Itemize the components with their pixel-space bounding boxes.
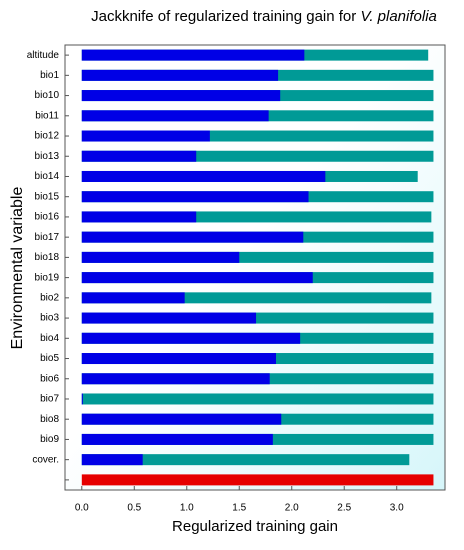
bar (81, 312, 434, 324)
bar (81, 353, 276, 365)
bar (81, 393, 83, 405)
y-axis-label: Environmental variable (9, 187, 26, 350)
bar (81, 49, 305, 61)
bar (81, 150, 197, 162)
x-tick-label: 0.5 (127, 503, 141, 514)
bar (81, 90, 281, 102)
x-axis-label: Regularized training gain (172, 518, 338, 535)
y-tick-label: bio15 (35, 191, 60, 202)
bar (81, 292, 185, 304)
x-tick-label: 1.5 (232, 503, 246, 514)
title-species: V. planifolia (360, 8, 436, 25)
y-tick-label: cover. (32, 454, 59, 465)
bar (81, 251, 240, 263)
bar (81, 454, 143, 466)
bar (81, 413, 282, 425)
y-tick-label: bio18 (35, 252, 60, 263)
bar (81, 231, 304, 243)
title-text: Jackknife of regularized training gain f… (91, 8, 356, 25)
bar (81, 130, 210, 142)
y-tick-label: bio12 (35, 131, 60, 142)
bar (81, 69, 279, 81)
x-tick-label: 1.0 (180, 503, 194, 514)
bar (81, 150, 434, 162)
bar (81, 454, 410, 466)
bar (81, 130, 434, 142)
y-tick-label: bio3 (40, 313, 59, 324)
x-tick-label: 3.0 (390, 503, 404, 514)
x-tick-label: 0.0 (75, 503, 89, 514)
bar (81, 292, 432, 304)
y-tick-label: bio1 (40, 70, 59, 81)
bar (81, 332, 301, 344)
y-tick-label: bio2 (40, 292, 59, 303)
y-tick-label: bio7 (40, 394, 59, 405)
bar (81, 393, 434, 405)
y-tick-label: bio16 (35, 212, 60, 223)
bar (81, 211, 432, 223)
bar (81, 110, 269, 122)
bar (81, 312, 257, 324)
y-tick-label: bio14 (35, 171, 60, 182)
y-tick-label: bio10 (35, 90, 60, 101)
bar (81, 474, 434, 486)
y-tick-label: altitude (27, 50, 60, 61)
y-tick-label: bio8 (40, 414, 59, 425)
y-tick-label: bio17 (35, 232, 60, 243)
bar (81, 191, 309, 203)
y-tick-label: bio5 (40, 353, 59, 364)
bar (81, 433, 273, 445)
y-tick-label: bio11 (35, 110, 59, 121)
y-tick-label: bio13 (35, 151, 60, 162)
bar (81, 373, 270, 385)
bar (81, 272, 313, 284)
bar (81, 170, 326, 182)
y-tick-label: bio9 (40, 434, 59, 445)
x-tick-label: 2.5 (337, 503, 351, 514)
y-tick-label: bio6 (40, 373, 59, 384)
x-tick-label: 2.0 (285, 503, 299, 514)
chart-title: Jackknife of regularized training gain f… (91, 8, 437, 25)
bar (81, 211, 197, 223)
bar (81, 251, 434, 263)
y-tick-label: bio19 (35, 272, 60, 283)
y-tick-label: bio4 (40, 333, 59, 344)
